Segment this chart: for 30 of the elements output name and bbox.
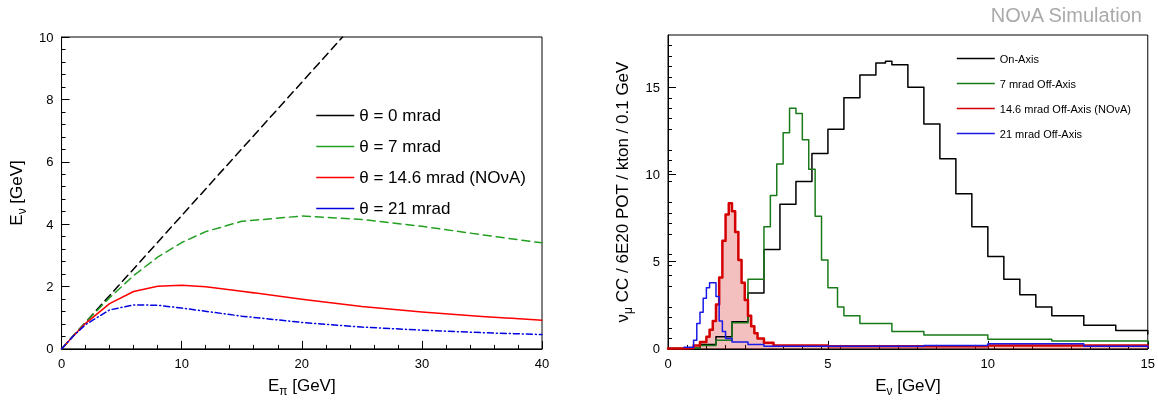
x-tick-label: 10 <box>980 355 996 371</box>
y-tick-label: 0 <box>46 341 54 357</box>
y-tick-label: 10 <box>39 29 54 45</box>
chart-title: NOνA Simulation <box>990 4 1142 26</box>
y-tick-label: 2 <box>46 279 54 295</box>
y-tick-label: 15 <box>645 79 660 95</box>
x-tick-label: 15 <box>1140 355 1155 371</box>
x-tick-label: 0 <box>664 355 672 371</box>
legend-label: 7 mrad Off-Axis <box>999 77 1077 90</box>
legend-label: θ = 21 mrad <box>359 199 451 218</box>
y-tick-label: 10 <box>645 167 660 183</box>
legend-label: θ = 0 mrad <box>359 106 441 125</box>
legend-label: θ = 7 mrad <box>359 137 441 156</box>
x-tick-label: 0 <box>57 355 66 371</box>
y-tick-label: 6 <box>46 154 54 170</box>
x-tick-label: 30 <box>414 355 430 371</box>
legend-label: On-Axis <box>999 52 1040 65</box>
legend-label: θ = 14.6 mrad (NOνA) <box>359 168 527 187</box>
legend-label: 21 mrad Off-Axis <box>999 127 1083 140</box>
y-axis-title: νμ CC / 6E20 POT / kton / 0.1 GeV <box>613 60 635 323</box>
x-tick-label: 10 <box>174 355 189 371</box>
y-tick-label: 8 <box>46 91 54 107</box>
x-tick-label: 40 <box>534 355 550 371</box>
y-tick-label: 4 <box>46 216 54 232</box>
y-axis-title: Eν [GeV] <box>7 160 29 226</box>
y-tick-label: 5 <box>652 254 660 270</box>
x-tick-label: 20 <box>294 355 310 371</box>
y-tick-label: 0 <box>652 341 660 357</box>
x-tick-label: 5 <box>824 355 832 371</box>
legend-label: 14.6 mrad Off-Axis (NOνA) <box>999 102 1131 115</box>
